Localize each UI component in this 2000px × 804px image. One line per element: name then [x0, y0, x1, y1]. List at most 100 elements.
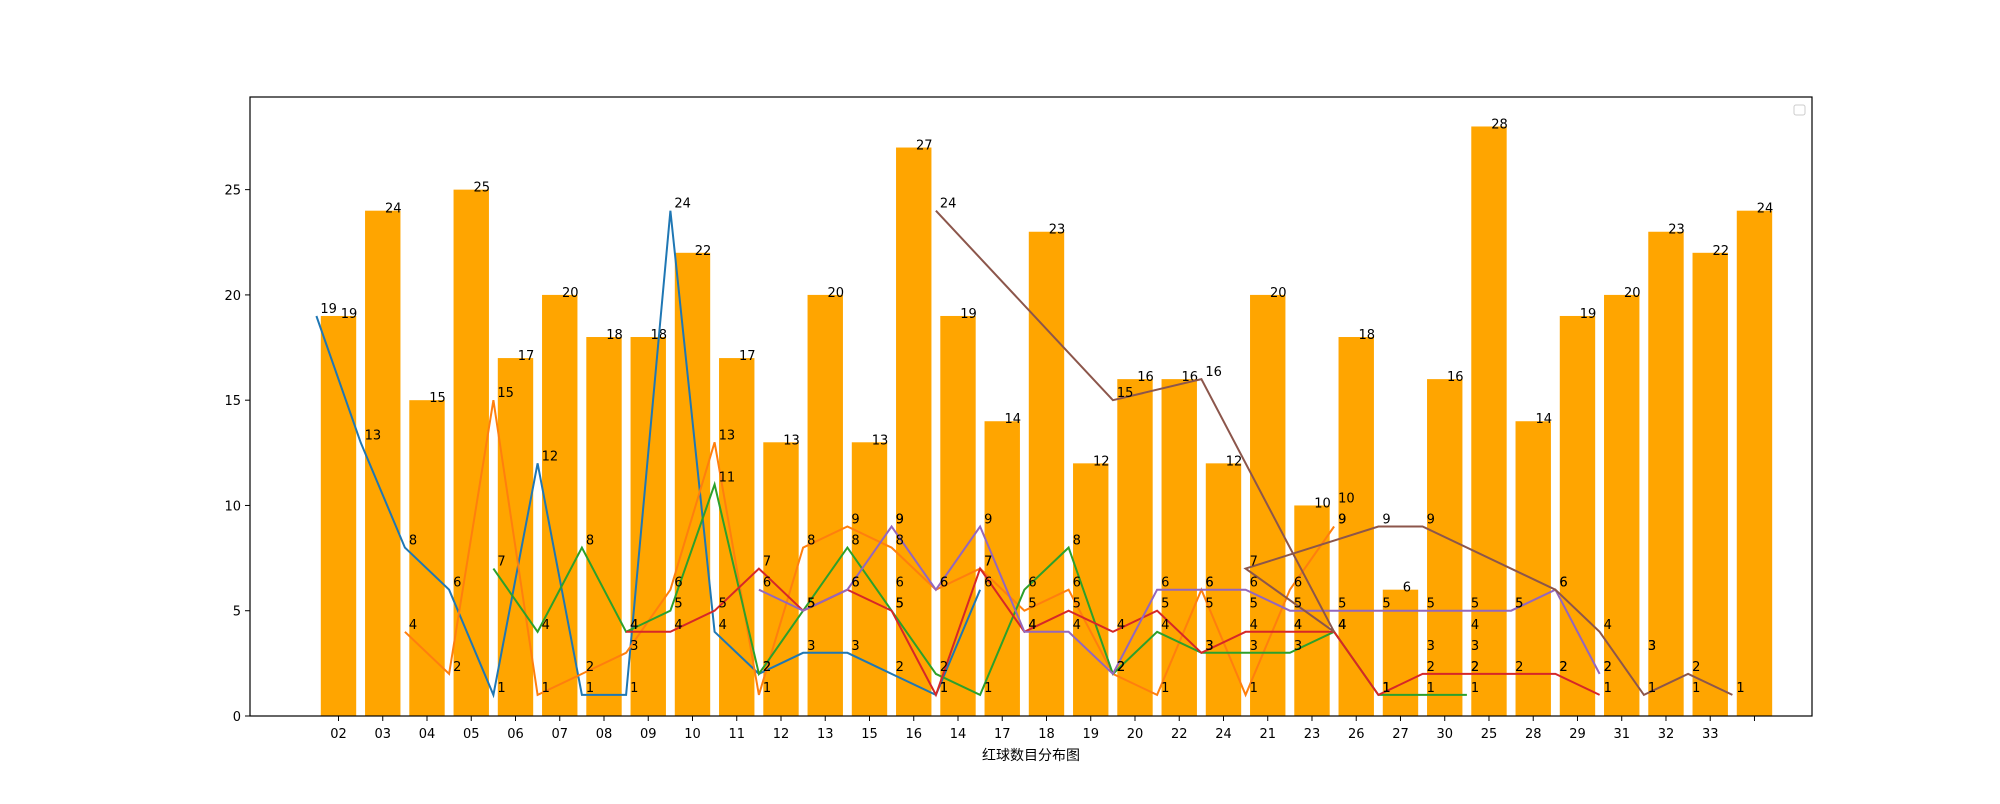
series-point-label: 1: [1250, 681, 1258, 696]
series-point-label: 11: [719, 470, 736, 485]
series-point-label: 4: [1073, 618, 1081, 633]
x-tick-label: 29: [1569, 727, 1586, 742]
series-point-label: 16: [1205, 365, 1222, 380]
series-point-label: 4: [630, 618, 638, 633]
x-tick-label: 15: [861, 727, 878, 742]
series-point-label: 2: [940, 660, 948, 675]
series-point-label: 9: [896, 513, 904, 528]
series-point-label: 3: [1648, 639, 1656, 654]
bar-value-label: 18: [1358, 328, 1375, 343]
series-point-label: 8: [409, 534, 417, 549]
series-point-label: 5: [1515, 597, 1523, 612]
bar: [719, 358, 755, 716]
bar: [365, 210, 401, 716]
series-point-label: 1: [1736, 681, 1744, 696]
bar-value-label: 14: [1535, 412, 1552, 427]
series-point-label: 5: [674, 597, 682, 612]
series-point-label: 2: [1604, 660, 1612, 675]
series-point-label: 1: [763, 681, 771, 696]
x-axis-ticks: 02 03 04 05 06 07 08 09 10 11 12 13 15 16 14 17 18 19 20 22…: [330, 716, 1755, 742]
bar-value-label: 19: [960, 307, 977, 322]
x-tick-label: 19: [1082, 727, 1099, 742]
x-tick-label: 27: [1392, 727, 1409, 742]
series-point-label: 2: [1559, 660, 1567, 675]
series-point-label: 5: [1073, 597, 1081, 612]
series-point-label: 7: [984, 555, 992, 570]
bar: [453, 189, 489, 716]
series-point-label: 5: [1161, 597, 1169, 612]
series-point-label: 1: [542, 681, 550, 696]
series-point-label: 4: [1294, 618, 1302, 633]
series-point-label: 4: [542, 618, 550, 633]
bar-value-label: 23: [1668, 223, 1685, 238]
bar: [1604, 294, 1640, 716]
series-point-label: 19: [320, 302, 337, 317]
series-point-label: 6: [851, 576, 859, 591]
series-point-label: 3: [1427, 639, 1435, 654]
series-point-label: 5: [807, 597, 815, 612]
series-point-label: 4: [1338, 618, 1346, 633]
series-point-label: 4: [1294, 618, 1302, 633]
bar: [807, 294, 843, 716]
series-point-label: 1: [1471, 681, 1479, 696]
series-point-label: 4: [1117, 618, 1125, 633]
series-line: [315, 210, 982, 699]
bar-value-label: 16: [1137, 370, 1154, 385]
series-point-label: 10: [1338, 491, 1355, 506]
x-tick-label: 23: [1304, 727, 1321, 742]
bar: [1073, 463, 1109, 716]
series-point-label: 2: [1427, 660, 1435, 675]
series-point-label: 3: [851, 639, 859, 654]
bar-value-label: 19: [341, 307, 358, 322]
series-point-label: 13: [365, 428, 382, 443]
bar-labels-layer: 19 24 15 25 17 20 18 18 22 17 13 20 13 27 19 14 23 12 16 16…: [341, 117, 1774, 595]
series-point-label: 1: [586, 681, 594, 696]
series-point-label: 2: [1471, 660, 1479, 675]
series-point-label: 2: [1117, 660, 1125, 675]
x-tick-label: 24: [1215, 727, 1232, 742]
series-point-label: 6: [674, 576, 682, 591]
series-point-label: 6: [1161, 576, 1169, 591]
series-point-label: 5: [719, 597, 727, 612]
bar: [1736, 210, 1773, 716]
series-line: [758, 524, 1601, 676]
series-point-label: 4: [409, 618, 417, 633]
series-point-label: 5: [1471, 597, 1479, 612]
x-tick-label: 10: [684, 727, 701, 742]
series-point-label: 1: [1161, 681, 1169, 696]
x-tick-label: 07: [551, 727, 568, 742]
series-point-label: 9: [851, 513, 859, 528]
bar-value-label: 23: [1049, 223, 1066, 238]
series-point-label: 2: [1692, 660, 1700, 675]
x-tick-label: 03: [374, 727, 391, 742]
y-tick-label: 15: [224, 394, 241, 409]
bar-value-label: 24: [385, 202, 402, 217]
series-point-label: 2: [1471, 660, 1479, 675]
series-point-label: 3: [1250, 639, 1258, 654]
series-point-label: 1: [1427, 681, 1435, 696]
series-line: [492, 480, 1467, 697]
series-point-label: 5: [1515, 597, 1523, 612]
series-point-label: 4: [1028, 618, 1036, 633]
x-tick-label: 26: [1348, 727, 1365, 742]
bar-value-label: 22: [1712, 244, 1729, 259]
bar: [1161, 379, 1197, 716]
series-point-label: 1: [1382, 681, 1390, 696]
bar: [586, 337, 622, 716]
x-tick-label: 06: [507, 727, 524, 742]
series-point-label: 1: [1382, 681, 1390, 696]
series-point-label: 4: [1604, 618, 1612, 633]
series-point-label: 5: [1250, 597, 1258, 612]
series-point-label: 5: [896, 597, 904, 612]
series-point-label: 2: [1515, 660, 1523, 675]
lines-layer: [315, 210, 1733, 699]
x-tick-label: 09: [640, 727, 657, 742]
bar: [542, 294, 578, 716]
series-point-label: 8: [1073, 534, 1081, 549]
series-point-label: 4: [1471, 618, 1479, 633]
bar-value-label: 12: [1226, 454, 1243, 469]
series-point-label: 1: [984, 681, 992, 696]
series-point-label: 6: [1028, 576, 1036, 591]
bar-value-label: 14: [1004, 412, 1021, 427]
